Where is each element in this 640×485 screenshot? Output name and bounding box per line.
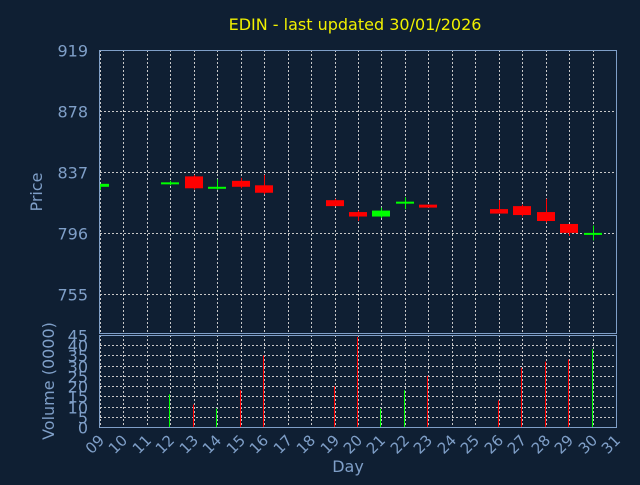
candle (161, 180, 179, 186)
candle (100, 183, 109, 190)
candle (560, 223, 578, 236)
candle (396, 197, 414, 210)
volume-tick-label: 30 (68, 358, 88, 377)
candle-body (372, 210, 390, 217)
day-tick-labels: 0910111213141516171819202122232425262728… (82, 431, 624, 457)
candle (326, 198, 344, 207)
candle-body (185, 176, 203, 189)
candle (584, 225, 602, 241)
candle (419, 204, 437, 208)
candle-body (349, 212, 367, 217)
price-tick-label: 878 (57, 103, 88, 122)
volume-tick-label: 15 (68, 388, 88, 407)
price-tick-label: 796 (57, 225, 88, 244)
candle-body (490, 209, 508, 214)
candle (349, 210, 367, 221)
candle-body (232, 180, 250, 187)
price-panel-frame (99, 50, 617, 334)
candle-body (326, 200, 344, 207)
candle-body (560, 223, 578, 233)
candle-body (584, 232, 602, 235)
candle (537, 198, 555, 223)
volume-tick-label: 45 (68, 327, 88, 346)
candle-body (100, 183, 109, 187)
candle-body (513, 206, 531, 216)
candle-body (208, 186, 226, 189)
price-tick-label: 919 (57, 42, 88, 61)
price-axis-label: Price (27, 172, 46, 211)
candle (255, 174, 273, 195)
volume-tick-label: 0 (78, 419, 88, 438)
price-tick-labels: 919 878 837 796 755 (57, 42, 88, 305)
volume-tick-label: 40 (68, 337, 88, 356)
candle (372, 207, 390, 219)
price-tick-label: 755 (57, 286, 88, 305)
volume-tick-label: 25 (68, 368, 88, 387)
price-tick-label: 837 (57, 164, 88, 183)
candle-body (537, 212, 555, 221)
volume-tick-label: 5 (78, 409, 88, 428)
price-panel: 919 878 837 796 755 Price (27, 42, 617, 334)
candle-body (161, 182, 179, 185)
volume-bars (169, 337, 593, 427)
candle-body (396, 201, 414, 204)
candlesticks (100, 174, 602, 241)
candle (490, 200, 508, 214)
candle-body (419, 204, 437, 208)
volume-axis-label: Volume (0000) (39, 322, 58, 440)
volume-tick-label: 35 (68, 347, 88, 366)
candle (185, 174, 203, 190)
candle (513, 204, 531, 217)
chart-title: EDIN - last updated 30/01/2026 (229, 15, 482, 34)
volume-panel-frame (99, 335, 617, 428)
day-axis-label: Day (332, 457, 364, 476)
volume-tick-label: 10 (68, 399, 88, 418)
candle (232, 177, 250, 189)
volume-tick-label: 20 (68, 378, 88, 397)
candle-body (255, 185, 273, 193)
candle (208, 179, 226, 190)
